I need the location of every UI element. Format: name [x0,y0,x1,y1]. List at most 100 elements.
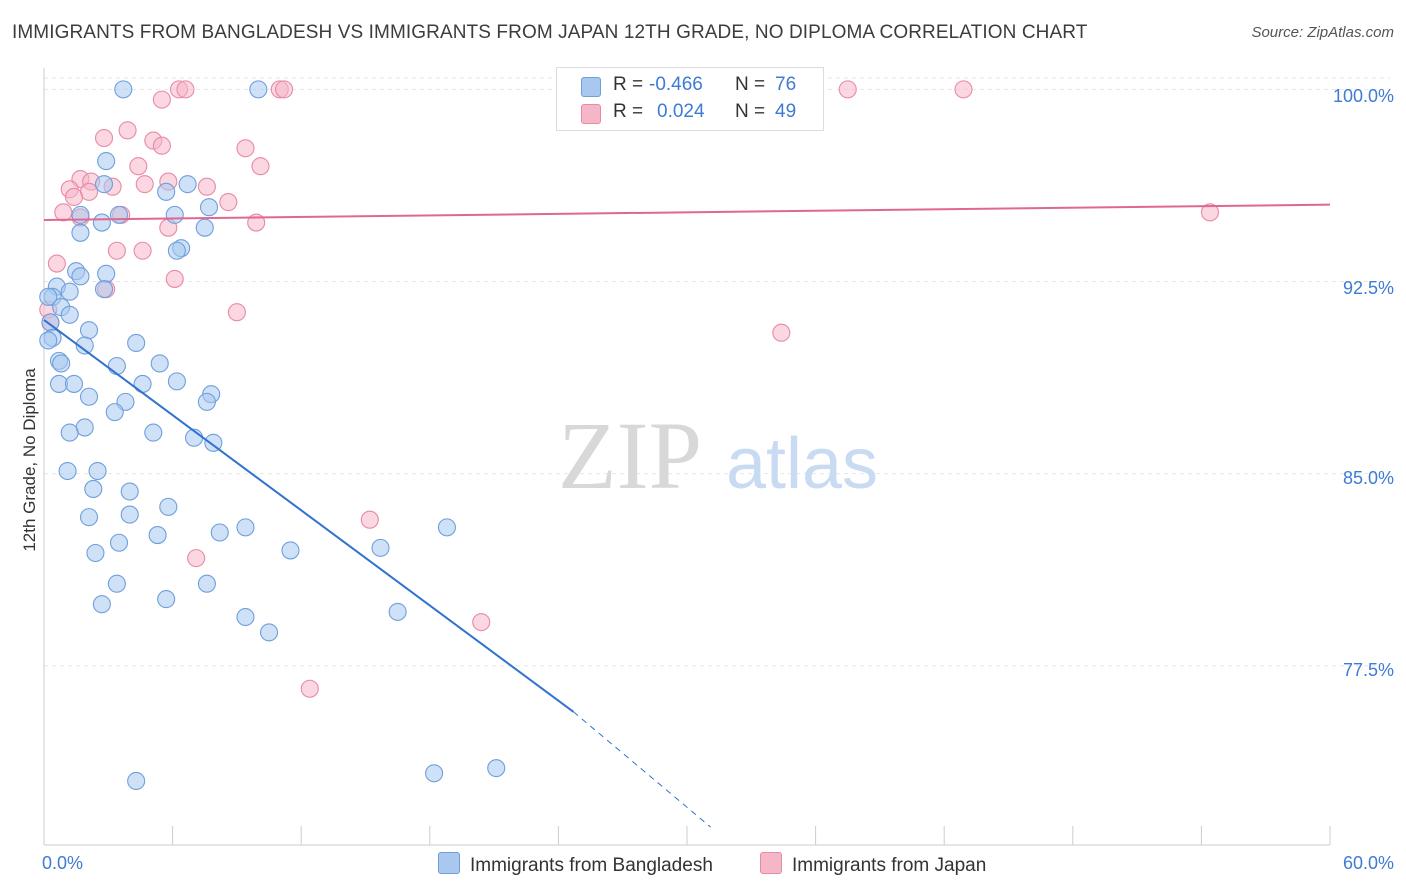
bangladesh-point [127,771,146,791]
bangladesh-point [79,508,99,527]
bangladesh-point [236,607,255,627]
legend-r-label: R = [613,101,644,122]
bangladesh-point [75,418,94,437]
bangladesh-point [204,433,223,452]
bangladesh-point [71,223,90,242]
japan-point [135,175,154,194]
japan-point [187,549,206,568]
chart-source: Source: ZipAtlas.com [1251,24,1394,41]
bangladesh-point [165,205,184,224]
japan-point [54,203,73,222]
y-tick-77-5: 77.5% [1342,660,1394,680]
bangladesh-point [487,759,506,778]
bangladesh-point [197,574,216,593]
japan-point [118,121,137,140]
bangladesh-point [94,280,114,299]
bangladesh-point [157,590,176,609]
bangladesh-point [120,482,139,501]
bangladesh-point [75,336,94,355]
bangladesh-point [107,574,126,593]
bangladesh-point [49,374,69,393]
bangladesh-point [39,331,58,350]
bangladesh-point [58,461,77,481]
bangladesh-point [71,205,90,224]
x-tick-min: 0.0% [42,853,84,873]
legend-r-value: -0.466 [649,74,703,95]
bangladesh-point [107,356,126,376]
bangladesh-point [199,198,219,217]
bangladesh-point [109,205,129,224]
bangladesh-point [388,602,407,621]
japan-point [133,241,152,260]
bangladesh-point [127,333,146,353]
bangladesh-point [178,175,197,194]
japan-point [300,679,319,698]
bangladesh-point [210,523,229,542]
bangladesh-point [84,479,103,499]
bangladesh-point [148,526,167,545]
japan-point [275,80,294,99]
grid-lines [44,77,1390,667]
bangladesh-point [109,533,129,552]
japan-point [152,90,171,109]
bangladesh-point [259,623,279,642]
bangladesh-point [39,287,58,306]
legend-swatch-pink [581,104,601,124]
bangladesh-point [114,80,133,99]
bangladesh-point [105,403,124,422]
bangladesh-point [195,218,214,237]
japan-point [152,136,171,155]
legend-label-bangladesh: Immigrants from Bangladesh [470,855,713,876]
japan-point [251,157,270,176]
legend-n-value: 76 [775,74,797,95]
chart-title: IMMIGRANTS FROM BANGLADESH VS IMMIGRANTS… [12,22,1088,43]
bangladesh-point [60,423,79,442]
bangladesh-point [92,213,111,232]
bangladesh-point [86,543,105,563]
japan-trend-line [43,203,1331,222]
bangladesh-point [97,152,116,171]
watermark-zip: ZIP [558,402,702,509]
bangladesh-point [167,372,186,391]
bangladesh-point [71,267,90,286]
japan-point [176,80,195,99]
bangladesh-point [281,541,300,560]
bangladesh-point [425,764,444,783]
series-bangladesh-points [39,80,506,791]
watermark-atlas: atlas [726,424,878,504]
bangladesh-point [88,461,107,481]
bangladesh-point [97,264,116,283]
bangladesh-trend-extension [573,711,711,828]
legend-swatch-blue [581,77,601,97]
bangladesh-point [60,282,79,301]
bangladesh-point [79,321,99,340]
axes [43,68,1331,846]
bangladesh-point [64,374,84,393]
bangladesh-point [249,80,268,99]
bangladesh-point [167,241,186,260]
bangladesh-point [159,497,178,516]
y-tick-85: 85.0% [1342,468,1394,488]
japan-point [79,182,99,201]
japan-point [165,269,184,288]
bangladesh-point [92,595,111,614]
japan-point [1200,203,1220,222]
legend-swatch-blue [438,852,460,874]
japan-point [236,139,255,158]
japan-point [197,177,216,196]
y-tick-100: 100.0% [1332,86,1394,106]
bangladesh-point [60,305,79,324]
legend-swatch-pink [760,852,782,874]
japan-point [94,128,114,148]
legend-n-value: 49 [775,101,797,122]
bangladesh-point [79,387,99,406]
bangladesh-point [52,354,71,373]
bangladesh-point [120,505,139,524]
japan-point [472,613,491,632]
bangladesh-point [94,175,114,194]
legend-item-japan: Immigrants from Japan [760,852,986,877]
japan-point [219,193,238,212]
x-tick-max: 60.0% [1342,853,1394,873]
bangladesh-point [437,518,456,537]
